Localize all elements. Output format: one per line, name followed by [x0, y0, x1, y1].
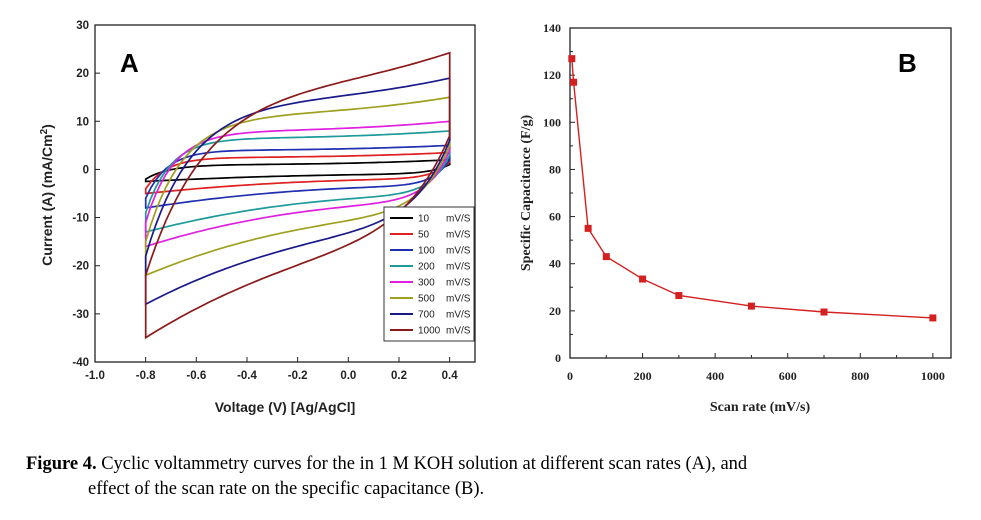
- panel-b-x-tick-label: 600: [779, 369, 797, 383]
- legend-unit-200: mV/S: [446, 262, 471, 273]
- panel-a-y-tick-label: 30: [76, 20, 89, 32]
- panel-a-x-tick-label: -0.6: [186, 370, 206, 382]
- panel-b-y-tick-label: 40: [549, 257, 561, 271]
- cv-curve-100-mvs: [144, 144, 451, 209]
- panel-a-x-tick-label: 0.4: [442, 370, 459, 382]
- caption-line-2: effect of the scan rate on the specific …: [88, 479, 485, 499]
- panel-b-x-tick-label: 1000: [921, 369, 945, 383]
- panel-a-y-tick-label: 0: [83, 164, 89, 176]
- panel-a-x-tick-label: -1.0: [85, 370, 105, 382]
- capacitance-point: [602, 253, 610, 261]
- panel-a-x-tick-label: -0.2: [288, 370, 308, 382]
- panel-a-y-tick-label: -30: [72, 309, 89, 321]
- panel-a-legend: 10 mV/S 50 mV/S 100 mV/S 200 mV/S 300 mV/S 500 mV/S…: [383, 206, 475, 342]
- panel-a-y-tick-label: 20: [76, 68, 89, 80]
- legend-unit-1000: mV/S: [446, 326, 471, 337]
- legend-label-100: 100: [418, 246, 435, 257]
- panel-b-y-tick-label: 80: [549, 162, 561, 176]
- panel-a-x-tick-label: 0.0: [340, 370, 356, 382]
- caption-label: Figure 4.: [26, 454, 97, 474]
- panel-a-y-tick-label: 10: [76, 116, 89, 128]
- caption-line-1: Cyclic voltammetry curves for the in 1 M…: [96, 454, 748, 474]
- panel-a-x-tick-label: 0.2: [391, 370, 407, 382]
- panel-b-ticks: 0 200 400 600 800 1000 0 20 40 60 80 100 120 140: [543, 21, 945, 383]
- capacitance-point: [570, 78, 578, 86]
- panel-a-ticks: -1.0 -0.8 -0.6 -0.4 -0.2 0.0 0.2 0.43020100-10-…: [72, 20, 458, 382]
- legend-unit-700: mV/S: [446, 310, 471, 321]
- cv-curve-500-mvs: [144, 96, 451, 277]
- cv-curve-1000-mvs: [144, 51, 451, 340]
- legend-label-700: 700: [418, 310, 435, 321]
- panel-b-x-tick-label: 200: [634, 369, 652, 383]
- cv-curve-10-mvs: [144, 158, 451, 183]
- panel-a-x-tick-label: -0.8: [136, 370, 156, 382]
- panel-a-y-tick-label: -40: [72, 357, 89, 369]
- legend-unit-10: mV/S: [446, 214, 471, 225]
- legend-label-500: 500: [418, 294, 435, 305]
- cv-curve-700-mvs: [144, 77, 451, 306]
- panel-a-y-tick-label: -10: [72, 213, 89, 225]
- panel-b-y-tick-label: 140: [543, 21, 561, 35]
- panel-b-y-axis-label: Specific Capacitance (F/g): [519, 115, 534, 272]
- legend-label-10: 10: [418, 214, 430, 225]
- capacitance-point: [929, 314, 937, 322]
- panel-b-capacitance-chart: 0 200 400 600 800 1000 0 20 40 60 80 100 120 140 B Sc…: [519, 21, 952, 415]
- panel-b-y-tick-label: 60: [549, 210, 561, 224]
- panel-b-x-tick-label: 0: [567, 369, 573, 383]
- panel-b-x-tick-label: 800: [851, 369, 869, 383]
- legend-label-300: 300: [418, 278, 435, 289]
- capacitance-point: [584, 224, 592, 232]
- legend-unit-50: mV/S: [446, 230, 471, 241]
- panel-a-x-tick-label: -0.4: [237, 370, 257, 382]
- figure: -1.0 -0.8 -0.6 -0.4 -0.2 0.0 0.2 0.43020100-10-…: [39, 20, 952, 415]
- legend-label-200: 200: [418, 262, 435, 273]
- panel-a-y-tick-label: -20: [72, 261, 89, 273]
- cv-curve-300-mvs: [144, 120, 451, 248]
- capacitance-point: [747, 302, 755, 310]
- panel-a-legend-box: [383, 206, 475, 342]
- cv-curve-50-mvs: [144, 151, 451, 195]
- panel-a-y-axis-label: Current (A) (mA/Cm2): [39, 124, 55, 266]
- panel-b-letter: B: [898, 48, 917, 78]
- cv-curve-200-mvs: [144, 129, 451, 234]
- legend-unit-500: mV/S: [446, 294, 471, 305]
- capacitance-point: [639, 275, 647, 283]
- panel-b-x-tick-label: 400: [706, 369, 724, 383]
- figure-caption: Figure 4. Cyclic voltammetry curves for …: [26, 452, 961, 502]
- capacitance-point: [820, 308, 828, 316]
- panel-a-cv-chart: -1.0 -0.8 -0.6 -0.4 -0.2 0.0 0.2 0.43020100-10-…: [39, 20, 476, 415]
- capacitance-point: [568, 55, 576, 63]
- panel-b-y-tick-label: 0: [555, 351, 561, 365]
- capacitance-line: [571, 58, 933, 319]
- legend-unit-300: mV/S: [446, 278, 471, 289]
- panel-a-letter: A: [120, 48, 139, 78]
- panel-b-plot-area: [569, 27, 952, 359]
- panel-a-plot-area: [94, 24, 476, 363]
- panel-b-y-tick-label: 120: [543, 68, 561, 82]
- panel-b-y-tick-label: 100: [543, 115, 561, 129]
- capacitance-point: [675, 292, 683, 300]
- legend-label-1000: 1000: [418, 326, 441, 337]
- legend-unit-100: mV/S: [446, 246, 471, 257]
- panel-b-x-axis-label: Scan rate (mV/s): [710, 400, 811, 415]
- panel-a-cv-curves: [144, 51, 451, 340]
- panel-b-y-tick-label: 20: [549, 304, 561, 318]
- panel-a-x-axis-label: Voltage (V) [Ag/AgCl]: [215, 399, 356, 415]
- legend-label-50: 50: [418, 230, 430, 241]
- panel-b-series: [568, 55, 937, 322]
